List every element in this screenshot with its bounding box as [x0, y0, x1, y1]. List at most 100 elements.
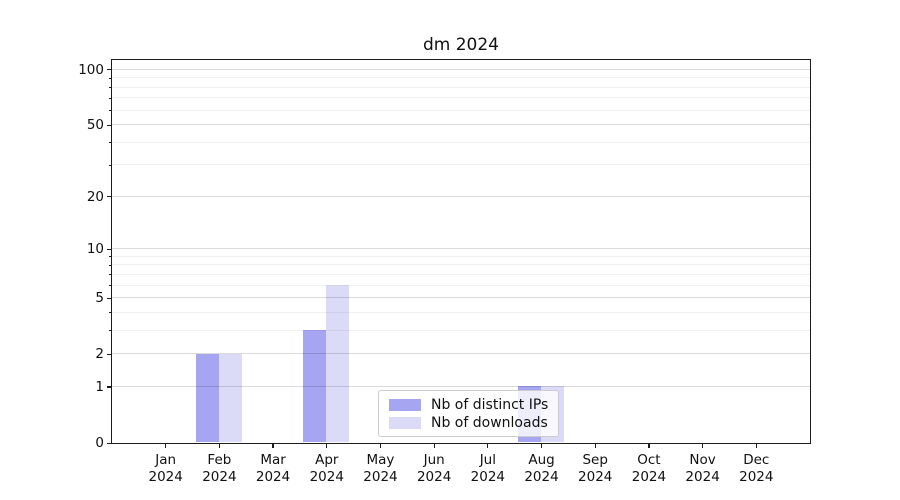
gridline-minor	[111, 329, 810, 331]
x-tick-mark	[326, 443, 328, 448]
x-tick-label-year: 2024	[524, 469, 559, 485]
x-tick-label-year: 2024	[470, 469, 506, 485]
legend-item-downloads: Nb of downloads	[389, 414, 548, 431]
legend-item-distinct-ips: Nb of distinct IPs	[389, 396, 548, 413]
bar-nb-of-distinct-ips-feb	[195, 353, 219, 443]
y-tick-label: 20	[86, 188, 104, 205]
y-tick-mark	[107, 442, 112, 444]
gridline-major	[111, 297, 810, 299]
x-tick-label: Apr 2024	[297, 452, 357, 486]
x-tick-label-month: Feb	[207, 452, 232, 468]
legend-label-downloads: Nb of downloads	[431, 414, 548, 431]
x-tick-label-month: Jan	[155, 452, 177, 468]
x-tick-label: Aug 2024	[512, 452, 572, 486]
gridline-minor	[111, 97, 810, 99]
x-tick-label-year: 2024	[309, 469, 344, 485]
y-tick-mark	[107, 248, 112, 250]
y-minor-tick-mark	[109, 164, 112, 166]
x-tick-mark	[272, 443, 274, 448]
legend-swatch-distinct-ips-icon	[389, 398, 421, 411]
x-tick-mark	[648, 443, 650, 448]
x-tick-label-year: 2024	[363, 469, 398, 485]
y-tick-label: 1	[95, 378, 104, 395]
gridline-minor	[111, 255, 810, 257]
chart-title: dm 2024	[422, 35, 500, 55]
y-minor-tick-mark	[109, 285, 112, 287]
y-minor-tick-mark	[109, 256, 112, 258]
x-tick-label-year: 2024	[416, 469, 452, 485]
y-tick-label: 2	[95, 346, 104, 363]
y-tick-mark	[107, 297, 112, 299]
gridline-minor	[111, 311, 810, 313]
y-minor-tick-mark	[109, 110, 112, 112]
legend: Nb of distinct IPs Nb of downloads	[378, 390, 560, 437]
y-minor-tick-mark	[109, 87, 112, 89]
x-tick-label: Oct 2024	[619, 452, 679, 486]
gridline-minor	[111, 264, 810, 266]
x-tick-label: Jan 2024	[136, 452, 196, 486]
y-tick-label: 100	[78, 61, 104, 78]
x-tick-label-month: Jul	[479, 452, 496, 468]
y-minor-tick-mark	[109, 274, 112, 276]
gridline-major	[111, 248, 810, 250]
legend-label-distinct-ips: Nb of distinct IPs	[431, 396, 549, 413]
y-minor-tick-mark	[109, 312, 112, 314]
x-tick-label-month: Oct	[637, 452, 661, 468]
gridline-minor	[111, 86, 810, 88]
plot-area	[110, 58, 811, 444]
y-tick-mark	[107, 124, 112, 126]
y-tick-label: 10	[86, 241, 104, 258]
gridline-minor	[111, 273, 810, 275]
x-tick-label-year: 2024	[148, 469, 183, 485]
x-tick-label-year: 2024	[631, 469, 667, 485]
x-tick-label-year: 2024	[202, 469, 237, 485]
y-minor-tick-mark	[109, 330, 112, 332]
legend-swatch-downloads-icon	[389, 416, 421, 429]
x-tick-label: Jul 2024	[458, 452, 518, 486]
gridline-minor	[111, 141, 810, 143]
x-tick-label-month: Apr	[315, 452, 339, 468]
gridline-major	[111, 124, 810, 126]
y-tick-mark	[107, 353, 112, 355]
x-tick-label: Feb 2024	[189, 452, 249, 486]
gridline-minor	[111, 164, 810, 166]
y-tick-mark	[107, 386, 112, 388]
gridline-major	[111, 195, 810, 197]
x-tick-label-year: 2024	[739, 469, 774, 485]
y-tick-mark	[107, 69, 112, 71]
x-tick-label-year: 2024	[255, 469, 291, 485]
x-tick-label-month: Nov	[689, 452, 716, 468]
x-tick-mark	[218, 443, 220, 448]
y-tick-label: 5	[95, 290, 104, 307]
x-tick-label: May 2024	[350, 452, 410, 486]
x-tick-mark	[594, 443, 596, 448]
gridline-major	[111, 385, 810, 387]
x-tick-label: Nov 2024	[673, 452, 733, 486]
x-tick-mark	[379, 443, 382, 448]
x-tick-label-year: 2024	[685, 469, 720, 485]
gridline-minor	[111, 284, 810, 286]
x-tick-label-month: Sep	[582, 452, 608, 468]
gridline-major	[111, 353, 810, 355]
bar-nb-of-distinct-ips-apr	[303, 330, 327, 443]
x-tick-mark	[433, 443, 435, 448]
x-tick-label-month: Jun	[423, 452, 445, 468]
y-minor-tick-mark	[109, 97, 112, 99]
x-tick-label: Dec 2024	[726, 452, 786, 486]
x-tick-mark	[755, 443, 757, 448]
gridline-minor	[111, 109, 810, 111]
x-tick-label-month: May	[366, 452, 395, 468]
x-tick-label: Mar 2024	[243, 452, 303, 486]
x-tick-label-year: 2024	[578, 469, 613, 485]
x-tick-label: Jun 2024	[404, 452, 464, 486]
x-tick-label: Sep 2024	[565, 452, 625, 486]
y-minor-tick-mark	[109, 142, 112, 144]
x-tick-mark	[702, 443, 704, 448]
x-tick-label-month: Dec	[743, 452, 770, 468]
gridline-minor	[111, 77, 810, 79]
x-tick-label-month: Mar	[260, 452, 286, 468]
x-tick-label-month: Aug	[528, 452, 555, 468]
x-tick-mark	[165, 443, 167, 448]
y-tick-mark	[107, 196, 112, 198]
